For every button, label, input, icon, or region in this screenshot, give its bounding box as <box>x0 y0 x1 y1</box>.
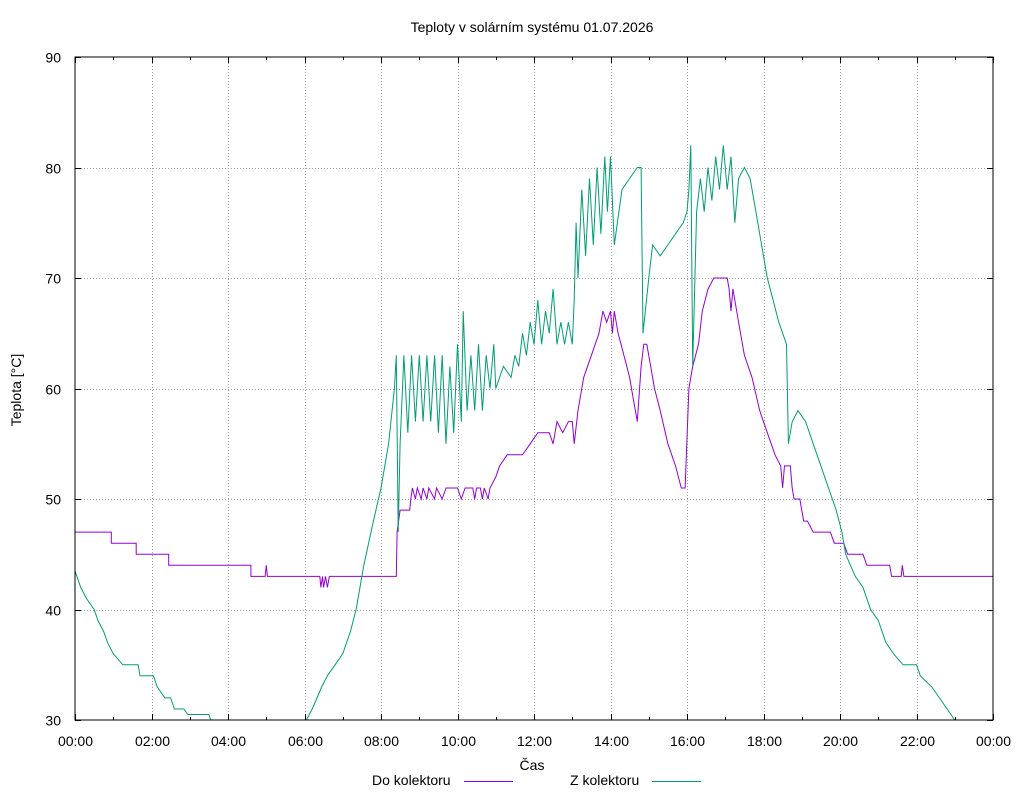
y-tick-label: 30 <box>45 713 61 729</box>
legend-label-z-kolektoru: Z kolektoru <box>570 772 640 788</box>
x-tick-label: 06:00 <box>288 733 323 749</box>
x-tick-label: 18:00 <box>747 733 782 749</box>
y-axis-label: Teplota [°C] <box>8 353 24 427</box>
x-tick-label: 22:00 <box>900 733 935 749</box>
x-tick-label: 10:00 <box>441 733 476 749</box>
series-line-z-kolektoru <box>74 145 957 721</box>
chart-title: Teploty v solárním systému 01.07.2026 <box>410 19 654 35</box>
y-tick-label: 40 <box>45 603 61 619</box>
x-tick-label: 00:00 <box>976 733 1011 749</box>
legend-swatch-z-kolektoru <box>652 780 702 782</box>
legend-item-do-kolektoru: Do kolektoru <box>372 772 513 788</box>
x-tick-labels: 00:00 02:00 04:00 06:00 08:00 10:00 12:00 14:00… <box>58 733 1011 749</box>
x-tick-label: 00:00 <box>58 733 93 749</box>
series-lines <box>74 145 993 721</box>
y-tick-label: 60 <box>45 382 61 398</box>
legend-label-do-kolektoru: Do kolektoru <box>372 772 451 788</box>
axis-ticks <box>75 57 994 721</box>
legend-swatch-do-kolektoru <box>463 780 513 782</box>
x-tick-label: 16:00 <box>670 733 705 749</box>
y-tick-label: 80 <box>45 161 61 177</box>
x-tick-label: 02:00 <box>135 733 170 749</box>
y-tick-labels: 30 40 50 60 70 80 90 <box>45 50 61 729</box>
x-tick-label: 12:00 <box>517 733 552 749</box>
y-tick-label: 70 <box>45 271 61 287</box>
x-axis-label: Čas <box>519 757 545 773</box>
x-tick-label: 04:00 <box>211 733 246 749</box>
grid-lines <box>75 57 993 720</box>
legend-item-z-kolektoru: Z kolektoru <box>570 772 702 788</box>
y-tick-label: 90 <box>45 50 61 66</box>
x-tick-label: 20:00 <box>823 733 858 749</box>
y-tick-label: 50 <box>45 492 61 508</box>
x-tick-label: 14:00 <box>594 733 629 749</box>
x-tick-label: 08:00 <box>364 733 399 749</box>
